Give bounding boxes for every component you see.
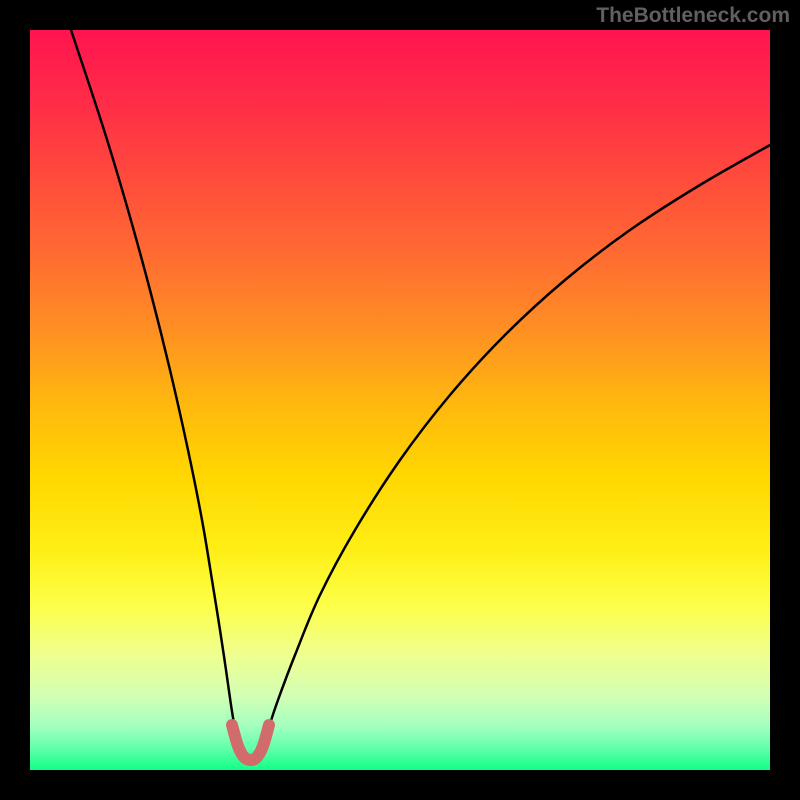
- bottleneck-curve-left: [71, 30, 238, 750]
- chart-plot-area: [30, 30, 770, 770]
- bottleneck-dip-marker: [232, 725, 269, 760]
- curve-overlay: [30, 30, 770, 770]
- bottleneck-curve-right: [262, 145, 770, 750]
- watermark-text: TheBottleneck.com: [596, 4, 790, 28]
